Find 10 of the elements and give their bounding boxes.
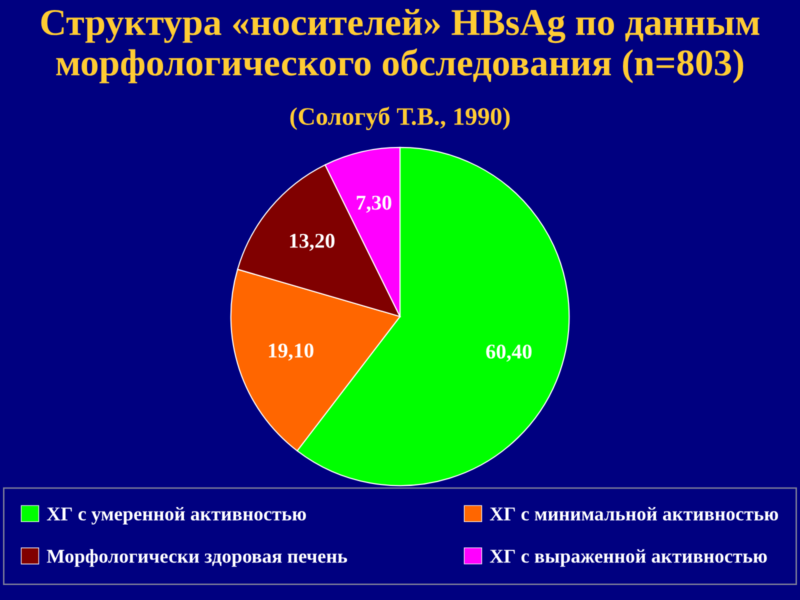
data-label: 60,40 — [486, 344, 532, 362]
legend-label: ХГ с умеренной активностью — [46, 506, 306, 525]
chart-subtitle: (Сологуб Т.В., 1990) — [290, 106, 510, 130]
legend-label: Морфологически здоровая печень — [46, 549, 348, 567]
chart-title: Структура «носителей» HBsAg по данным морфологического обследования (n=803) — [41, 9, 760, 84]
legend-label: ХГ с минимальной активностью — [490, 506, 778, 521]
legend-label: ХГ с выраженной активностью — [490, 549, 767, 567]
data-label: 7,30 — [356, 196, 392, 213]
data-label: 13,20 — [290, 234, 334, 251]
data-label: 19,10 — [268, 344, 314, 361]
